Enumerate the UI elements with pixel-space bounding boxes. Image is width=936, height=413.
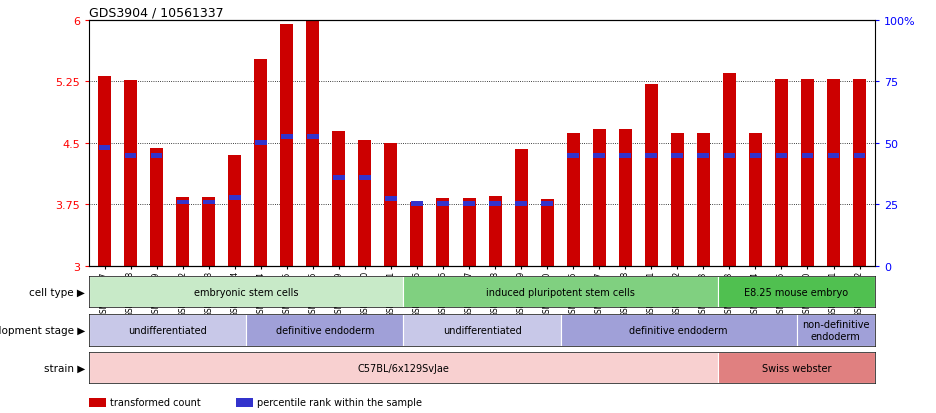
Bar (827, 153, 840, 158)
Text: undifferentiated: undifferentiated (128, 325, 207, 335)
Bar (797, 315, 875, 346)
Bar (541, 199, 553, 266)
Text: development stage ▶: development stage ▶ (0, 325, 85, 335)
Bar (255, 141, 267, 146)
Bar (229, 195, 241, 200)
Text: embryonic stem cells: embryonic stem cells (194, 287, 299, 297)
Text: induced pluripotent stem cells: induced pluripotent stem cells (486, 287, 636, 297)
Bar (801, 80, 814, 266)
Text: E8.25 mouse embryo: E8.25 mouse embryo (744, 287, 849, 297)
Bar (718, 277, 875, 308)
Bar (385, 144, 398, 266)
Bar (854, 153, 866, 158)
Bar (411, 202, 423, 206)
Bar (177, 200, 188, 205)
Text: GDS3904 / 10561337: GDS3904 / 10561337 (89, 7, 224, 19)
Bar (853, 80, 866, 266)
Bar (151, 153, 163, 158)
Text: transformed count: transformed count (110, 397, 201, 407)
Bar (89, 277, 403, 308)
Text: percentile rank within the sample: percentile rank within the sample (257, 397, 422, 407)
Bar (89, 315, 246, 346)
Bar (593, 153, 605, 158)
Text: strain ▶: strain ▶ (44, 363, 85, 373)
Bar (437, 202, 449, 206)
Bar (619, 130, 632, 266)
Bar (436, 198, 449, 266)
Bar (463, 202, 475, 206)
Bar (490, 202, 501, 206)
Bar (541, 202, 553, 206)
Bar (98, 76, 111, 266)
Bar (246, 315, 403, 346)
Bar (255, 60, 268, 266)
Text: cell type ▶: cell type ▶ (29, 287, 85, 297)
Bar (385, 197, 397, 202)
Bar (718, 352, 875, 383)
Bar (176, 197, 189, 266)
Bar (403, 277, 718, 308)
Bar (592, 130, 606, 266)
Bar (333, 176, 344, 180)
Bar (749, 134, 762, 266)
Text: Swiss webster: Swiss webster (762, 363, 831, 373)
Text: definitive endoderm: definitive endoderm (629, 325, 728, 335)
Bar (281, 135, 293, 140)
Bar (566, 134, 579, 266)
Bar (306, 22, 319, 266)
Bar (359, 176, 371, 180)
Bar (332, 132, 345, 266)
Text: definitive endoderm: definitive endoderm (275, 325, 374, 335)
Bar (697, 153, 709, 158)
Bar (124, 153, 137, 158)
Text: non-definitive
endoderm: non-definitive endoderm (802, 319, 870, 341)
Bar (671, 134, 684, 266)
Bar (776, 153, 787, 158)
Bar (750, 153, 761, 158)
Bar (202, 197, 215, 266)
Bar (411, 202, 423, 266)
Bar (228, 156, 241, 266)
Bar (98, 146, 110, 151)
Bar (827, 80, 840, 266)
Bar (124, 81, 137, 266)
Text: undifferentiated: undifferentiated (443, 325, 521, 335)
Bar (645, 85, 658, 266)
Bar (203, 200, 214, 205)
Bar (561, 315, 797, 346)
Bar (403, 315, 561, 346)
Bar (307, 135, 318, 140)
Bar (775, 80, 788, 266)
Bar (567, 153, 579, 158)
Bar (89, 352, 718, 383)
Bar (515, 150, 528, 266)
Bar (150, 148, 163, 266)
Bar (671, 153, 683, 158)
Bar (646, 153, 657, 158)
Bar (620, 153, 631, 158)
Bar (280, 25, 293, 266)
Bar (489, 197, 502, 266)
Bar (696, 134, 709, 266)
Bar (723, 74, 736, 266)
Bar (515, 202, 527, 206)
Text: C57BL/6x129SvJae: C57BL/6x129SvJae (358, 363, 449, 373)
Bar (801, 153, 813, 158)
Bar (358, 141, 372, 266)
Bar (462, 198, 475, 266)
Bar (724, 153, 735, 158)
